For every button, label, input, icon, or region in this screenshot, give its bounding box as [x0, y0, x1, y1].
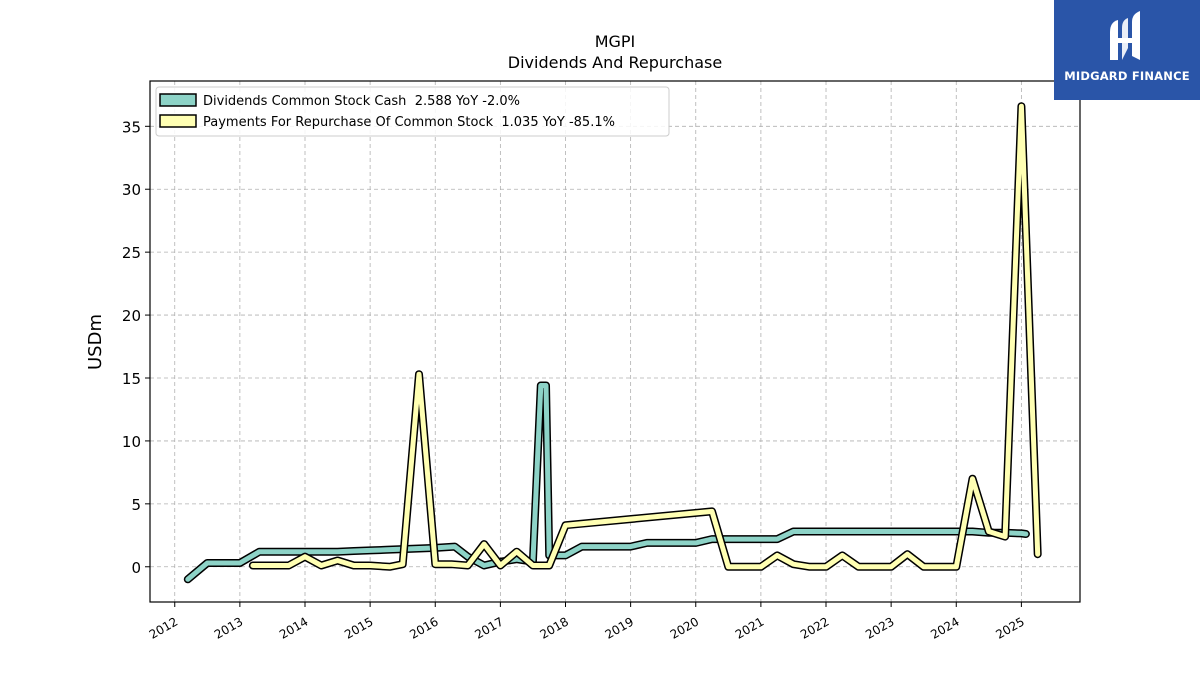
x-tick-label: 2012 [147, 614, 180, 641]
y-tick-label: 25 [122, 244, 141, 262]
x-tick-label: 2024 [928, 614, 961, 641]
legend-swatch-dividends [159, 93, 197, 107]
x-tick-label: 2013 [212, 614, 245, 641]
y-axis: 0 5 10 15 20 25 30 35 [122, 118, 150, 577]
legend-label-repurchase: Payments For Repurchase Of Common Stock … [203, 115, 615, 130]
x-axis: 2012 2013 2014 2015 2016 2017 2018 2019 2020 2021… [147, 602, 1027, 642]
midgard-logo-icon [1110, 11, 1140, 60]
y-tick-label: 30 [122, 181, 141, 199]
y-tick-label: 5 [131, 496, 141, 514]
y-tick-label: 0 [131, 559, 141, 577]
legend-label-dividends: Dividends Common Stock Cash 2.588 YoY -2… [203, 94, 520, 109]
y-tick-label: 15 [122, 370, 141, 388]
x-tick-label: 2017 [472, 614, 505, 641]
x-tick-label: 2019 [603, 614, 636, 641]
logo-text: MIDGARD FINANCE [1064, 69, 1190, 83]
legend: Dividends Common Stock Cash 2.588 YoY -2… [155, 86, 670, 137]
x-tick-label: 2016 [407, 614, 440, 641]
y-axis-label: USDm [85, 314, 106, 370]
series-line-repurchase [250, 103, 1041, 570]
x-tick-label: 2014 [277, 614, 310, 641]
midgard-finance-logo: MIDGARD FINANCE [1054, 0, 1200, 100]
chart-title: MGPI [595, 32, 636, 51]
x-tick-label: 2020 [668, 614, 701, 641]
y-tick-label: 10 [122, 433, 141, 451]
y-tick-label: 20 [122, 307, 141, 325]
chart-subtitle: Dividends And Repurchase [508, 53, 722, 72]
x-tick-label: 2015 [342, 614, 375, 641]
legend-box [155, 86, 670, 137]
legend-swatch-repurchase [159, 114, 197, 128]
series-layer [183, 102, 1042, 584]
x-tick-label: 2018 [538, 614, 571, 641]
plot-area-frame [149, 80, 1081, 603]
grid [150, 81, 1080, 602]
x-tick-label: 2025 [993, 614, 1026, 641]
series-line-dividends [185, 383, 1029, 582]
x-tick-label: 2022 [798, 614, 831, 641]
y-tick-label: 35 [122, 118, 141, 136]
x-tick-label: 2023 [863, 614, 896, 641]
series-outline-repurchase [248, 102, 1042, 571]
x-tick-label: 2021 [733, 614, 766, 641]
